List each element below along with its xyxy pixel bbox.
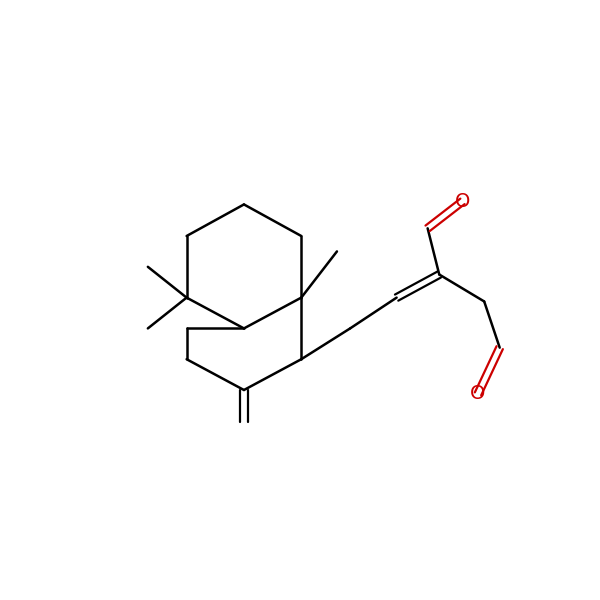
Text: O: O [455,192,470,211]
Text: O: O [470,385,485,403]
